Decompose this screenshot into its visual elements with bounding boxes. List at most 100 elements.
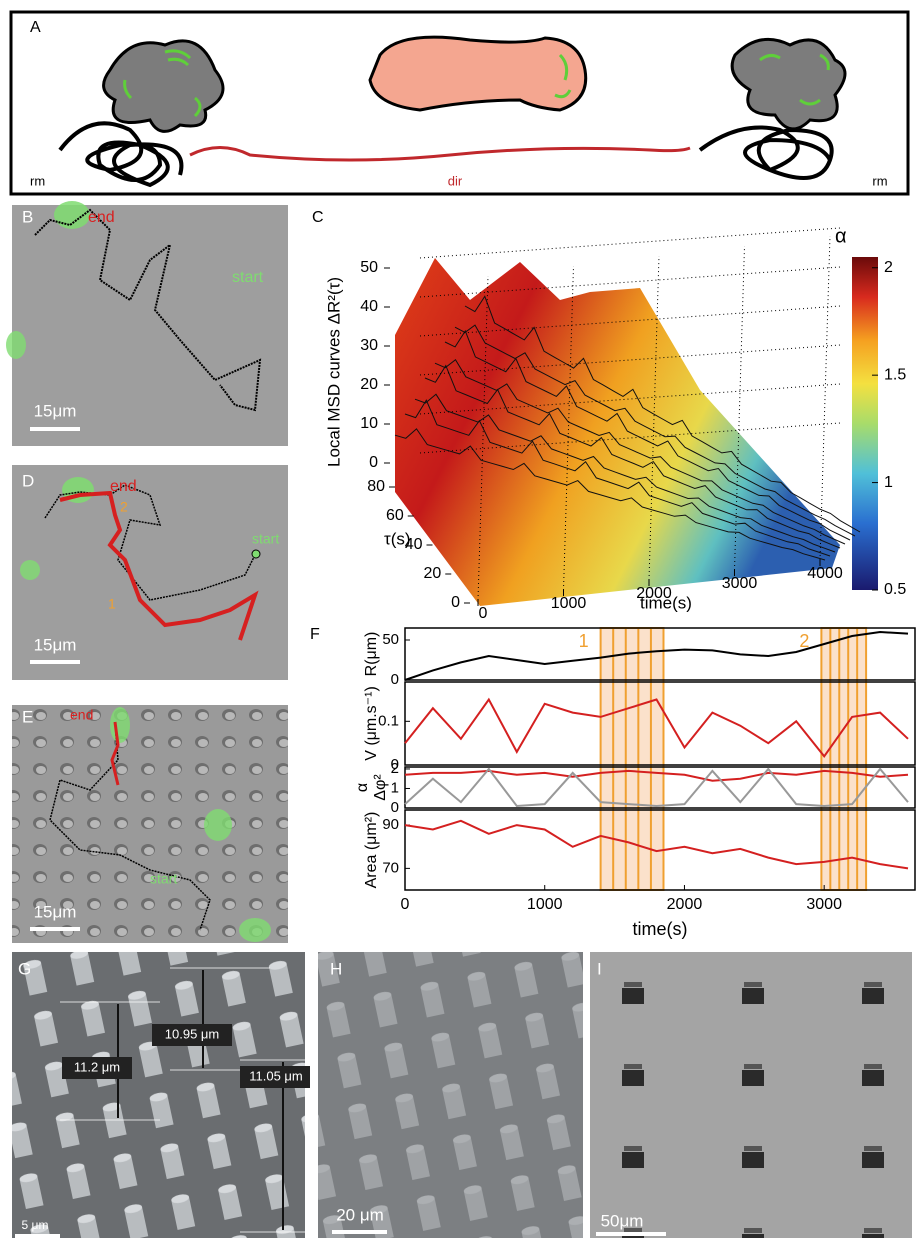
z-tick-label: 10 <box>360 415 378 432</box>
surface-line <box>394 428 826 561</box>
tau-tick-label: 20 <box>423 565 441 582</box>
scale-label: 5 μm <box>22 1218 49 1232</box>
plot-frame <box>404 681 916 766</box>
surface-line <box>414 393 836 553</box>
y-axis-label: V (μm.s⁻¹) <box>363 686 380 761</box>
surface-line <box>424 364 841 549</box>
x-tick-label: 0 <box>401 896 410 913</box>
panel-g: G 10.95 μm 11.2 μm 11.05 μm 5 μm <box>12 952 310 1238</box>
series-line <box>404 819 909 870</box>
x-tick-label: 3000 <box>806 896 842 913</box>
z-tick-label: 30 <box>360 337 378 354</box>
colorbar-tick-label: 0.5 <box>884 581 906 598</box>
series-line <box>404 697 909 758</box>
surface-line <box>454 324 856 537</box>
y-axis-label: R(μm) <box>363 632 380 677</box>
panel-b: B end start 15μm <box>6 201 288 446</box>
plot-frame <box>404 766 916 809</box>
series-line <box>404 769 909 782</box>
panel-label: E <box>22 707 33 726</box>
panel-label: D <box>22 471 34 490</box>
marker-1: 1 <box>108 596 116 612</box>
highlight-label: 2 <box>799 631 809 651</box>
time-tick-label: 0 <box>479 605 488 622</box>
y-tick-label: 1 <box>391 779 399 796</box>
tau-tick-label: 40 <box>405 536 423 553</box>
z-tick-label: 0 <box>369 454 378 471</box>
time-tick-label: 3000 <box>722 575 758 592</box>
time-tick-label: 4000 <box>807 565 843 582</box>
start-label: start <box>252 531 279 547</box>
time-tick-label: 2000 <box>636 585 672 602</box>
panel-f: F time(s) 1 2 0 50R(μm) 0 0.1V (μm.s⁻¹) 0 1 2 α Δφ… <box>310 626 916 939</box>
x-tick-label: 2000 <box>667 896 703 913</box>
surface-line <box>444 329 851 541</box>
highlight <box>820 627 868 891</box>
y-tick-label: 70 <box>382 859 399 876</box>
start-label: start <box>232 269 264 286</box>
panel-label: B <box>22 207 33 226</box>
surface-line <box>404 399 831 557</box>
tau-tick-label: 80 <box>367 478 385 495</box>
label-left: rm <box>30 173 45 188</box>
z-tick-label: 40 <box>360 298 378 315</box>
panel-d: D end 2 start 1 15μm <box>12 465 288 680</box>
scale-label: 15μm <box>34 902 77 921</box>
label-middle: dir <box>448 173 463 188</box>
plot-frame <box>404 809 916 891</box>
scale-label: 15μm <box>34 635 77 654</box>
y-tick-label: 90 <box>382 816 399 833</box>
label-right: rm <box>872 173 887 188</box>
series-line <box>404 630 909 681</box>
x-tick-label: 1000 <box>527 896 563 913</box>
surface <box>395 258 840 606</box>
scale-label: 15μm <box>34 401 77 420</box>
series-line <box>404 767 909 808</box>
end-label: end <box>110 478 137 495</box>
z-tick-label: 50 <box>360 259 378 276</box>
height-label-1: 10.95 μm <box>165 1026 219 1041</box>
y-axis-label: Area (μm²) <box>363 812 380 889</box>
scale-label: 20 μm <box>336 1205 384 1224</box>
colorbar <box>852 257 878 590</box>
panel-label: H <box>330 959 342 978</box>
start-label: start <box>150 871 177 887</box>
y-tick-label: 2 <box>391 760 399 777</box>
x-axis-label: time(s) <box>633 919 688 939</box>
panel-i: I 50μm <box>590 952 912 1238</box>
panel-label: F <box>310 626 320 643</box>
panel-label: G <box>18 959 31 978</box>
end-label: end <box>70 707 93 723</box>
highlight-label: 1 <box>579 631 589 651</box>
panel-label: A <box>30 19 41 36</box>
marker-2: 2 <box>120 499 128 515</box>
scale-label: 50μm <box>601 1211 644 1230</box>
y-axis-label: Δφ² <box>372 774 389 801</box>
panel-label: I <box>597 959 602 978</box>
colorbar-tick-label: 1 <box>884 474 893 491</box>
time-tick-label: 1000 <box>551 595 587 612</box>
y-tick-label: 0 <box>391 799 399 816</box>
y-axis-label: α <box>354 783 371 792</box>
colorbar-tick-label: 2 <box>884 259 893 276</box>
surface-line <box>464 295 861 533</box>
end-label: end <box>88 209 115 226</box>
z-axis-label: Local MSD curves ΔR²(τ) <box>324 277 343 467</box>
panel-h: H 20 μm <box>318 952 583 1238</box>
height-label-3: 11.05 μm <box>249 1068 303 1083</box>
tau-tick-label: 60 <box>386 507 404 524</box>
y-tick-label: 50 <box>382 631 399 648</box>
colorbar-label: α <box>835 225 847 247</box>
panel-a: A rm dir rm <box>9 10 910 196</box>
tau-tick-label: 0 <box>451 594 460 611</box>
panel-c: C Local MSD curves ΔR²(τ) τ(s) time(s) α… <box>312 209 906 622</box>
y-tick-label: 0.1 <box>378 712 399 729</box>
tau-axis-label: τ(s) <box>384 529 411 548</box>
z-tick-label: 20 <box>360 376 378 393</box>
panel-e: E end start 15μm <box>12 705 288 943</box>
panel-label: C <box>312 209 324 226</box>
y-tick-label: 0 <box>391 671 399 688</box>
time-axis-label: time(s) <box>640 593 692 612</box>
colorbar-tick-label: 1.5 <box>884 366 906 383</box>
